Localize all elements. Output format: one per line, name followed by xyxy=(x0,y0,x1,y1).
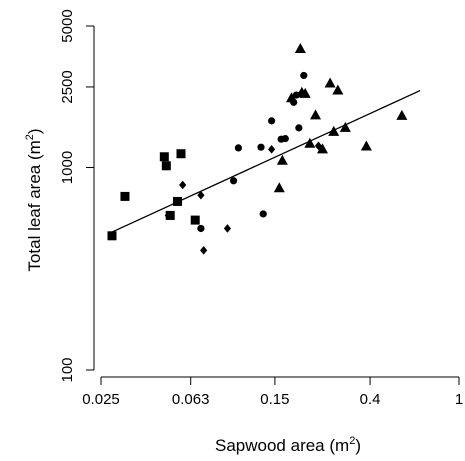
x-tick-label: 1 xyxy=(455,391,463,408)
x-tick-label: 0.4 xyxy=(360,391,381,408)
triangle-point xyxy=(360,140,372,151)
diamond-point xyxy=(164,211,172,220)
y-tick-label: 5000 xyxy=(59,9,76,42)
triangle-point xyxy=(304,137,316,148)
y-ticks: 100 1000 2500 5000 xyxy=(59,9,94,383)
square-point xyxy=(107,231,117,241)
triangle-point xyxy=(339,121,351,132)
triangle-point xyxy=(328,125,340,136)
data-points xyxy=(107,42,408,255)
diamond-point xyxy=(223,224,232,233)
diamond-point xyxy=(179,180,187,190)
square-point xyxy=(176,149,186,159)
circle-point xyxy=(259,210,267,218)
diamond-point xyxy=(197,190,205,200)
circle-point xyxy=(257,143,265,151)
diamond-point xyxy=(314,141,323,151)
triangle-point xyxy=(396,109,408,120)
axes xyxy=(93,26,459,378)
triangle-point xyxy=(310,109,322,120)
y-tick-label: 100 xyxy=(59,357,76,382)
square-point xyxy=(190,215,200,225)
circle-point xyxy=(197,224,205,233)
x-axis-label: Sapwood area (m2) xyxy=(215,435,361,455)
square-point xyxy=(173,196,183,206)
regression-line xyxy=(111,89,421,233)
triangle-point xyxy=(276,154,288,165)
x-ticks: 0.025 0.063 0.15 0.4 1 xyxy=(82,377,463,408)
x-tick-label: 0.025 xyxy=(82,391,120,408)
circle-point xyxy=(295,124,303,132)
square-point xyxy=(161,161,171,171)
square-point xyxy=(120,191,130,201)
circle-point xyxy=(300,71,308,80)
circle-point xyxy=(267,117,276,125)
diamond-point xyxy=(200,246,208,255)
triangle-point xyxy=(332,84,344,95)
triangle-point xyxy=(294,42,306,53)
x-tick-label: 0.063 xyxy=(172,391,210,408)
diamond-point xyxy=(267,145,276,154)
triangle-point xyxy=(273,182,285,193)
circle-point xyxy=(229,177,238,185)
y-axis-label: Total leaf area (m2) xyxy=(24,128,44,271)
square-point xyxy=(159,152,169,162)
triangle-point xyxy=(299,87,311,98)
circle-point xyxy=(234,144,243,152)
fit-line-group xyxy=(111,89,421,233)
triangle-point xyxy=(317,143,329,154)
triangle-point xyxy=(285,92,297,103)
y-tick-label: 1000 xyxy=(59,151,76,184)
circle-point xyxy=(281,134,289,143)
x-tick-label: 0.15 xyxy=(260,391,289,408)
triangle-point xyxy=(324,77,336,88)
y-tick-label: 2500 xyxy=(59,70,76,103)
